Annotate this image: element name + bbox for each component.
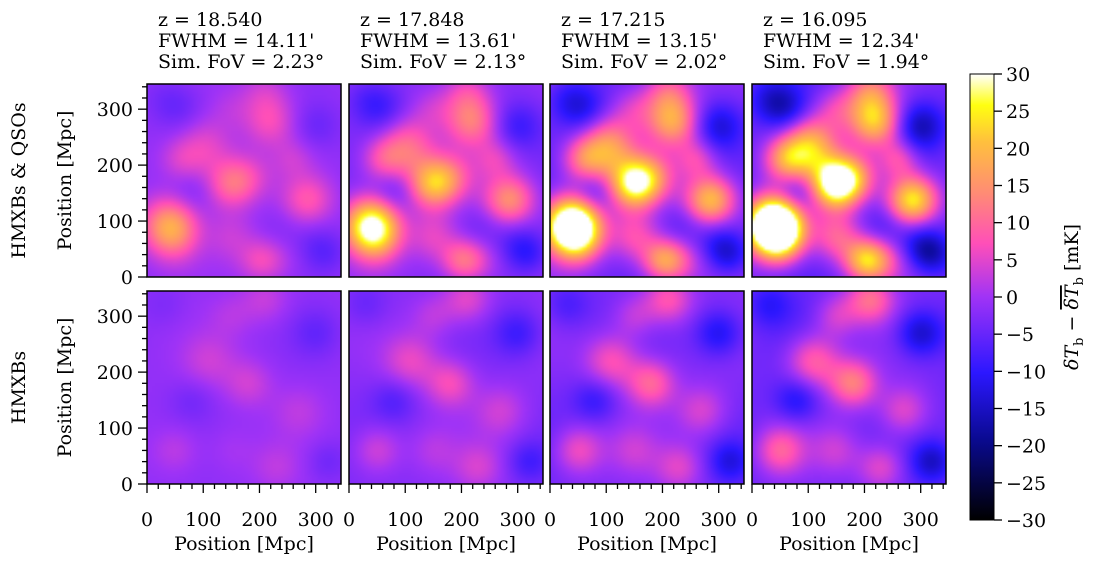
- colorbar-label-bar-sub: b: [1072, 277, 1087, 285]
- column-title-1-fwhm-label: FWHM = 14.11': [158, 30, 314, 52]
- panel-frame-r2-c1: [146, 290, 342, 485]
- x-tick-label: 0: [343, 509, 355, 531]
- colorbar-ticks: 30 25 20 15 10 5 0 −5 −10 −15 −20 −25 −30: [994, 64, 1046, 532]
- heatmap-r2-c1: [147, 291, 341, 484]
- y-tick-label: 300: [97, 306, 133, 328]
- panel-frame-r2-c4: [751, 290, 947, 485]
- row-label-2: HMXBs: [8, 351, 30, 424]
- x-tick-label: 200: [846, 509, 882, 531]
- column-title-2-fwhm-label: FWHM = 13.61': [360, 30, 516, 52]
- column-title-4-fwhm-label: FWHM = 12.34': [763, 30, 919, 52]
- heatmap-r1-c4: [752, 84, 946, 277]
- heatmap-r1-c3: [550, 84, 744, 277]
- colorbar-tick-label: −15: [1006, 399, 1046, 421]
- heatmap-r1-c2: [349, 84, 543, 277]
- panel-frame-r1-c4: [751, 83, 947, 278]
- colorbar-tick-label: 0: [1006, 287, 1018, 309]
- colorbar-label-sub: b: [1072, 338, 1087, 346]
- y-tick-label: 100: [97, 211, 133, 233]
- colorbar-tick-label: 25: [1006, 101, 1030, 123]
- x-tick-label: 0: [141, 509, 153, 531]
- colorbar-label-unit: [mK]: [1061, 224, 1083, 277]
- x-tick-label: 300: [500, 509, 536, 531]
- y-axis-label: Position [Mpc]: [54, 111, 76, 251]
- colorbar-label-main: δT: [1061, 345, 1083, 370]
- x-tick-label: 300: [701, 509, 737, 531]
- x-tick-label: 100: [790, 509, 826, 531]
- y-tick-label: 300: [97, 99, 133, 121]
- heatmap-r1-c1: [147, 84, 341, 277]
- x-axis-label: Position [Mpc]: [779, 533, 919, 555]
- column-title-3-fov-label: Sim. FoV = 2.02°: [561, 51, 727, 73]
- row-label-1: HMXBs & QSOs: [8, 102, 30, 258]
- colorbar-tick-label: 5: [1006, 250, 1018, 272]
- y-tick-label: 0: [121, 474, 133, 496]
- x-tick-label: 300: [903, 509, 939, 531]
- panel-frame-r2-c3: [549, 290, 745, 485]
- colorbar-tick-label: −30: [1006, 510, 1046, 532]
- x-tick-label: 100: [588, 509, 624, 531]
- colorbar-tick-label: 30: [1006, 64, 1030, 86]
- x-tick-label: 0: [746, 509, 758, 531]
- heatmap-r2-c3: [550, 291, 744, 484]
- colorbar-tick-label: 20: [1006, 138, 1030, 160]
- x-tick-label: 200: [644, 509, 680, 531]
- x-tick-label: 0: [544, 509, 556, 531]
- colorbar-gradient: [969, 73, 995, 521]
- column-title-1-fov-label: Sim. FoV = 2.23°: [158, 51, 324, 73]
- column-title-1-z-label: z = 18.540: [158, 9, 263, 31]
- heatmap-r2-c4: [752, 291, 946, 484]
- colorbar-tick-label: 15: [1006, 176, 1030, 198]
- colorbar-tick-label: 10: [1006, 213, 1030, 235]
- colorbar-tick-label: −5: [1006, 324, 1034, 346]
- colorbar-label-minus: −: [1061, 310, 1083, 338]
- panel-frame-r1-c1: [146, 83, 342, 278]
- x-axis-label: Position [Mpc]: [376, 533, 516, 555]
- colorbar-label-bar: δT: [1061, 284, 1083, 309]
- column-title-2-z-label: z = 17.848: [360, 9, 465, 31]
- x-tick-label: 200: [241, 509, 277, 531]
- panel-frame-r1-c3: [549, 83, 745, 278]
- colorbar-tick-label: −25: [1006, 473, 1046, 495]
- x-tick-label: 300: [298, 509, 334, 531]
- y-tick-label: 200: [97, 362, 133, 384]
- column-title-4-fov-label: Sim. FoV = 1.94°: [763, 51, 929, 73]
- column-title-3-fwhm-label: FWHM = 13.15': [561, 30, 717, 52]
- column-title-4-z-label: z = 16.095: [763, 9, 868, 31]
- x-tick-label: 100: [387, 509, 423, 531]
- column-title-3-z-label: z = 17.215: [561, 9, 666, 31]
- x-tick-label: 100: [185, 509, 221, 531]
- x-axis-label: Position [Mpc]: [577, 533, 717, 555]
- column-title-2-fov-label: Sim. FoV = 2.13°: [360, 51, 526, 73]
- heatmap-r2-c2: [349, 291, 543, 484]
- panel-frame-r1-c2: [348, 83, 544, 278]
- colorbar-tick-label: −10: [1006, 361, 1046, 383]
- colorbar-tick-label: −20: [1006, 436, 1046, 458]
- y-tick-label: 100: [97, 418, 133, 440]
- y-axis-label: Position [Mpc]: [54, 318, 76, 458]
- panel-frame-r2-c2: [348, 290, 544, 485]
- row-labels: HMXBs & QSOs HMXBs: [8, 102, 30, 424]
- colorbar-label: δTb − δTb [mK]: [1061, 224, 1087, 370]
- y-tick-label: 200: [97, 155, 133, 177]
- x-axis-label: Position [Mpc]: [174, 533, 314, 555]
- y-tick-label: 0: [121, 267, 133, 289]
- x-tick-label: 200: [443, 509, 479, 531]
